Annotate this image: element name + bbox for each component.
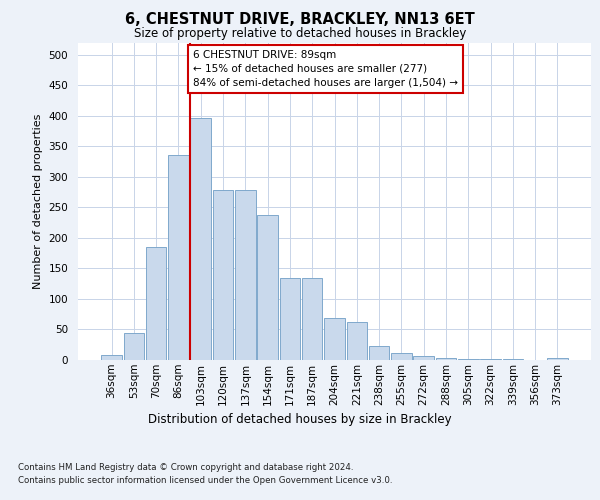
Bar [168,156,189,360]
Bar [369,346,389,360]
Text: 6, CHESTNUT DRIVE, BRACKLEY, NN13 6ET: 6, CHESTNUT DRIVE, BRACKLEY, NN13 6ET [125,12,475,28]
Bar [190,118,211,360]
Bar [235,190,256,360]
Bar [302,278,322,360]
Text: Size of property relative to detached houses in Brackley: Size of property relative to detached ho… [134,28,466,40]
Bar [280,278,300,360]
Bar [458,359,479,360]
Text: Distribution of detached houses by size in Brackley: Distribution of detached houses by size … [148,412,452,426]
Bar [146,247,166,360]
Bar [547,358,568,360]
Bar [324,318,345,360]
Text: Contains HM Land Registry data © Crown copyright and database right 2024.: Contains HM Land Registry data © Crown c… [18,462,353,471]
Y-axis label: Number of detached properties: Number of detached properties [33,114,43,289]
Bar [347,322,367,360]
Bar [413,356,434,360]
Text: Contains public sector information licensed under the Open Government Licence v3: Contains public sector information licen… [18,476,392,485]
Bar [257,214,278,360]
Bar [213,190,233,360]
Bar [124,332,144,360]
Bar [436,358,456,360]
Text: 6 CHESTNUT DRIVE: 89sqm
← 15% of detached houses are smaller (277)
84% of semi-d: 6 CHESTNUT DRIVE: 89sqm ← 15% of detache… [193,50,458,88]
Bar [391,352,412,360]
Bar [101,355,122,360]
